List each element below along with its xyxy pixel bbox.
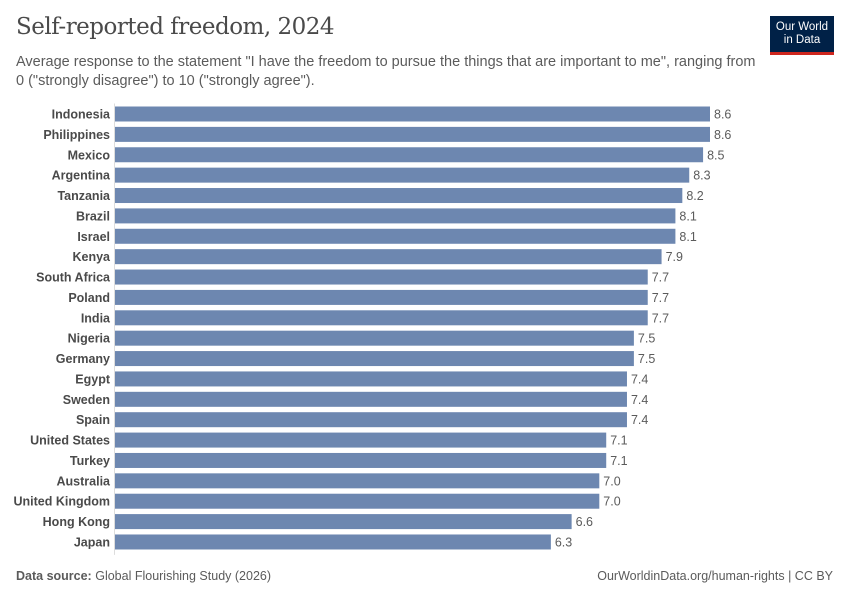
value-label: 7.0 — [603, 474, 620, 488]
bar[interactable] — [115, 391, 627, 407]
category-label: Turkey — [70, 454, 110, 468]
bar[interactable] — [115, 473, 600, 489]
value-label: 7.0 — [603, 495, 620, 509]
value-label: 7.5 — [638, 352, 655, 366]
category-label: United States — [30, 434, 110, 448]
value-label: 8.2 — [686, 189, 703, 203]
value-label: 7.4 — [631, 372, 648, 386]
category-label: Spain — [76, 413, 110, 427]
value-label: 6.3 — [555, 535, 572, 549]
value-label: 8.1 — [679, 209, 696, 223]
bar[interactable] — [115, 514, 572, 530]
value-label: 8.3 — [693, 169, 710, 183]
bar[interactable] — [115, 147, 704, 163]
category-label: United Kingdom — [13, 495, 110, 509]
bar[interactable] — [115, 534, 551, 550]
value-label: 7.1 — [610, 434, 627, 448]
bar[interactable] — [115, 351, 634, 367]
bar[interactable] — [115, 106, 710, 122]
value-label: 7.4 — [631, 413, 648, 427]
category-label: Poland — [68, 291, 110, 305]
category-label: Israel — [77, 230, 110, 244]
value-label: 7.7 — [652, 271, 669, 285]
value-label: 7.1 — [610, 454, 627, 468]
bar[interactable] — [115, 269, 648, 285]
category-label: Australia — [57, 474, 112, 488]
logo-line2: in Data — [783, 34, 821, 46]
value-label: 8.6 — [714, 108, 731, 122]
value-label: 7.7 — [652, 291, 669, 305]
value-label: 7.7 — [652, 311, 669, 325]
category-label: Indonesia — [52, 108, 111, 122]
bar[interactable] — [115, 167, 690, 183]
bar[interactable] — [115, 249, 662, 265]
category-label: Egypt — [75, 372, 111, 386]
bar[interactable] — [115, 412, 627, 428]
category-label: Kenya — [72, 250, 111, 264]
value-label: 7.4 — [631, 393, 648, 407]
bar[interactable] — [115, 493, 600, 509]
value-label: 7.9 — [666, 250, 683, 264]
chart-title: Self-reported freedom, 2024 — [16, 14, 335, 40]
category-label: Tanzania — [57, 189, 111, 203]
category-label: India — [81, 311, 111, 325]
bar[interactable] — [115, 126, 710, 142]
bar[interactable] — [115, 452, 607, 468]
bar[interactable] — [115, 432, 607, 448]
bar[interactable] — [115, 208, 676, 224]
value-label: 8.6 — [714, 128, 731, 142]
value-label: 8.1 — [679, 230, 696, 244]
category-label: Brazil — [76, 209, 110, 223]
bar[interactable] — [115, 228, 676, 244]
category-label: Philippines — [43, 128, 110, 142]
category-label: Sweden — [63, 393, 110, 407]
bar[interactable] — [115, 330, 634, 346]
category-label: Mexico — [68, 148, 111, 162]
data-source: Data source: Global Flourishing Study (2… — [16, 569, 271, 583]
value-label: 7.5 — [638, 332, 655, 346]
source-link[interactable]: Global Flourishing Study (2026) — [95, 569, 272, 583]
category-label: Germany — [56, 352, 110, 366]
category-label: Argentina — [52, 169, 111, 183]
category-label: South Africa — [36, 271, 111, 285]
category-label: Nigeria — [68, 332, 111, 346]
bar[interactable] — [115, 371, 627, 387]
category-label: Hong Kong — [43, 515, 110, 529]
bar[interactable] — [115, 289, 648, 305]
value-label: 8.5 — [707, 148, 724, 162]
logo-line1: Our World — [775, 21, 829, 33]
bar[interactable] — [115, 310, 648, 326]
value-label: 6.6 — [576, 515, 593, 529]
chart-subtitle: Average response to the statement "I hav… — [16, 54, 756, 89]
source-label: Data source: — [16, 569, 92, 583]
footer-url[interactable]: OurWorldinData.org/human-rights | CC BY — [597, 569, 833, 583]
category-label: Japan — [74, 535, 110, 549]
bar[interactable] — [115, 188, 683, 204]
owid-logo[interactable]: Our World in Data — [770, 16, 834, 55]
